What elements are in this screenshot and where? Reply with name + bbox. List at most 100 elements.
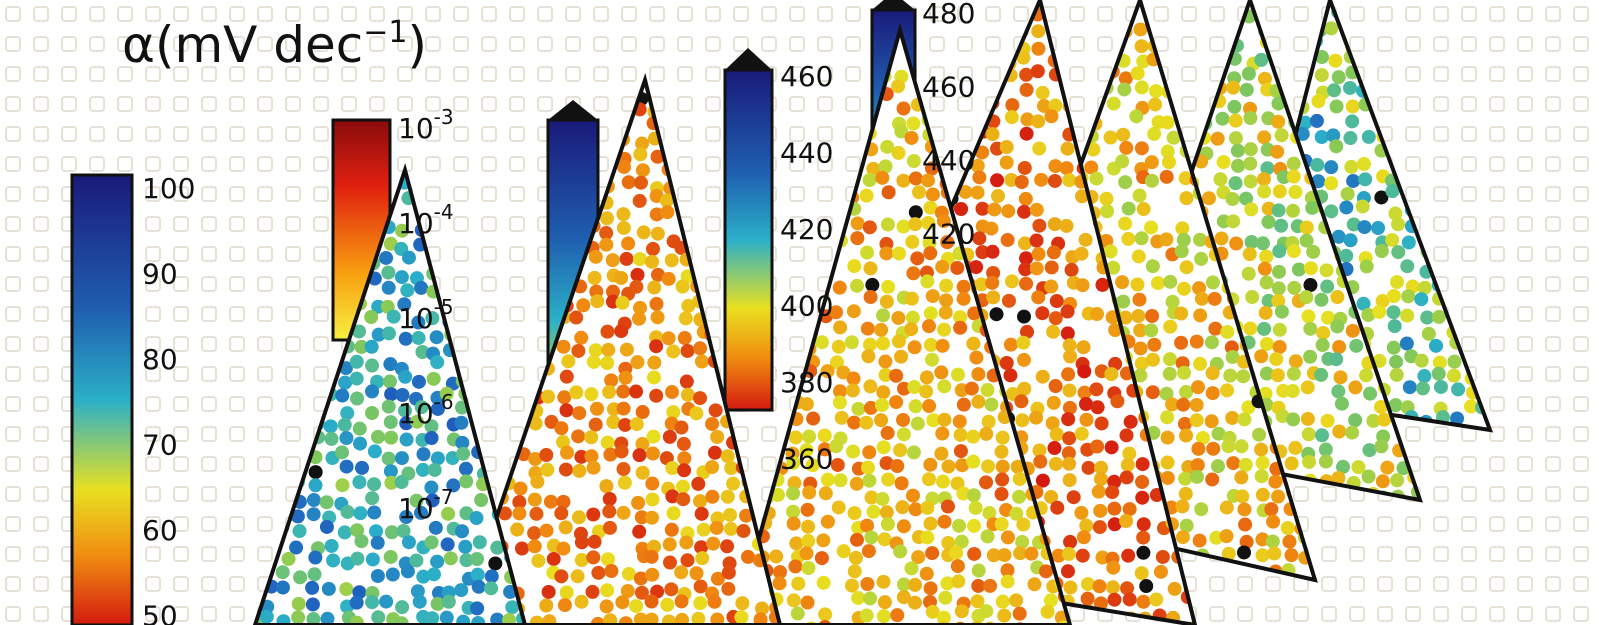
dot <box>1261 293 1276 308</box>
dot <box>306 612 321 625</box>
dot <box>880 217 895 232</box>
dot <box>981 459 996 474</box>
dot <box>953 310 968 325</box>
dot <box>665 385 680 400</box>
dot <box>788 430 803 445</box>
dot <box>1326 128 1341 143</box>
dot <box>956 397 971 412</box>
dot <box>1076 340 1091 355</box>
dot <box>1013 546 1028 561</box>
dot <box>416 447 431 462</box>
dot <box>439 610 454 625</box>
dot <box>921 319 936 334</box>
dot <box>401 535 416 550</box>
dot <box>979 604 994 619</box>
dot <box>411 315 426 330</box>
dot <box>880 426 895 441</box>
dot <box>1271 293 1286 308</box>
dot <box>787 475 802 490</box>
dot <box>664 522 679 537</box>
dot <box>1103 244 1118 259</box>
dot <box>905 488 920 503</box>
dot <box>645 446 660 461</box>
dot <box>954 534 969 549</box>
dot <box>1302 454 1317 469</box>
dot <box>1145 259 1160 274</box>
dot <box>984 221 999 236</box>
dot <box>1093 472 1108 487</box>
dot <box>907 380 922 395</box>
dot <box>1216 155 1231 170</box>
dot <box>459 553 474 568</box>
dot <box>1060 326 1075 341</box>
dot <box>660 205 675 220</box>
dot <box>414 400 429 415</box>
dot <box>691 611 706 625</box>
dot <box>675 279 690 294</box>
dot <box>995 430 1010 445</box>
dot <box>474 493 489 508</box>
dot <box>1162 366 1177 381</box>
dot <box>291 610 306 625</box>
dot <box>1110 394 1125 409</box>
dot <box>383 415 398 430</box>
dot <box>446 478 461 493</box>
dot <box>908 217 923 232</box>
dot <box>1303 349 1318 364</box>
dot <box>424 535 439 550</box>
dot <box>906 445 921 460</box>
dot <box>1019 67 1034 82</box>
dot <box>1048 159 1063 174</box>
dot <box>385 567 400 582</box>
dot <box>1274 304 1289 319</box>
dot <box>829 355 844 370</box>
dot <box>409 553 424 568</box>
dot <box>1135 474 1150 489</box>
dot <box>1324 160 1339 175</box>
dot <box>1348 380 1363 395</box>
dot <box>1145 173 1160 188</box>
dot <box>952 518 967 533</box>
dot <box>937 322 952 337</box>
dot <box>860 518 875 533</box>
dot <box>1421 326 1436 341</box>
dot <box>720 539 735 554</box>
tick-label: 100 <box>142 172 195 205</box>
dot <box>980 383 995 398</box>
dot <box>920 274 935 289</box>
dot <box>967 546 982 561</box>
dot <box>1019 251 1034 266</box>
dot <box>674 420 689 435</box>
dot <box>1134 356 1149 371</box>
dot <box>1016 352 1031 367</box>
tick-label: 50 <box>142 600 178 625</box>
dot <box>530 474 545 489</box>
dot <box>431 586 446 601</box>
dot <box>1261 214 1276 229</box>
dot <box>616 505 631 520</box>
dot <box>999 139 1014 154</box>
dot <box>1346 173 1361 188</box>
dot <box>1079 397 1094 412</box>
dot <box>1106 260 1121 275</box>
dot <box>1004 274 1019 289</box>
dot <box>1135 490 1150 505</box>
dot <box>1179 260 1194 275</box>
dot <box>1044 489 1059 504</box>
dot <box>1080 577 1095 592</box>
dot <box>896 412 911 427</box>
dot <box>1241 66 1256 81</box>
dot <box>940 235 955 250</box>
dot <box>1060 141 1075 156</box>
dot <box>1175 499 1190 514</box>
dot <box>986 290 1001 305</box>
dot <box>877 595 892 610</box>
dot <box>617 475 632 490</box>
dot <box>1345 99 1360 114</box>
dot <box>1193 308 1208 323</box>
dot <box>1300 380 1315 395</box>
dot <box>786 486 801 501</box>
dot <box>1267 546 1282 561</box>
dot <box>559 369 574 384</box>
dot <box>527 539 542 554</box>
